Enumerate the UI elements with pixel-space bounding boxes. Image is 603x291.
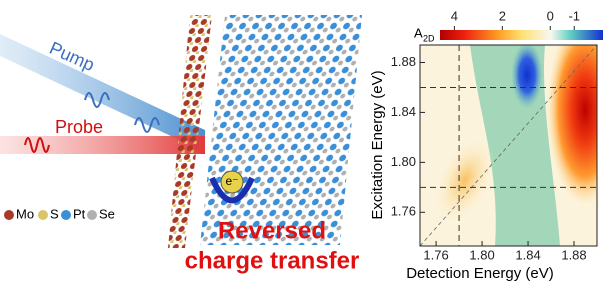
- x-tick-label: 1.84: [515, 247, 540, 262]
- electron-label: e⁻: [225, 174, 238, 188]
- y-tick-label: 1.88: [391, 54, 416, 69]
- x-tick-label: 1.80: [469, 247, 494, 262]
- legend-label: S: [50, 206, 59, 221]
- illustration: e⁻ Pump Probe Mo S Pt Se Reversed charge…: [0, 15, 362, 274]
- atom-legend: Mo S Pt Se: [4, 206, 115, 221]
- colorbar-tick-label: 0: [547, 8, 554, 23]
- y-tick-label: 1.76: [391, 204, 416, 219]
- ptse2-layer: [200, 15, 362, 245]
- x-axis-label: Detection Energy (eV): [406, 265, 554, 282]
- colorbar-tick-label: 2: [499, 8, 506, 23]
- legend-label: Se: [99, 206, 115, 221]
- x-tick-label: 1.76: [423, 247, 448, 262]
- caption: Reversed: [218, 217, 326, 244]
- x-tick-label: 1.88: [561, 247, 586, 262]
- contour-map: [420, 15, 603, 246]
- y-tick-label: 1.84: [391, 104, 416, 119]
- legend-label: Pt: [73, 206, 86, 221]
- legend-label: Mo: [16, 206, 34, 221]
- colorbar-tick-label: 4: [451, 8, 458, 23]
- figure: e⁻ Pump Probe Mo S Pt Se Reversed charge…: [0, 0, 603, 286]
- colorbar-label: A: [414, 25, 423, 40]
- y-tick-label: 1.80: [391, 154, 416, 169]
- beam-label: Probe: [55, 117, 103, 137]
- colorbar-tick-label: -1: [568, 8, 580, 23]
- colorbar: [440, 30, 603, 40]
- caption: charge transfer: [185, 247, 360, 274]
- y-axis-label: Excitation Energy (eV): [369, 70, 386, 219]
- colorbar-label-sub: 2D: [423, 33, 435, 43]
